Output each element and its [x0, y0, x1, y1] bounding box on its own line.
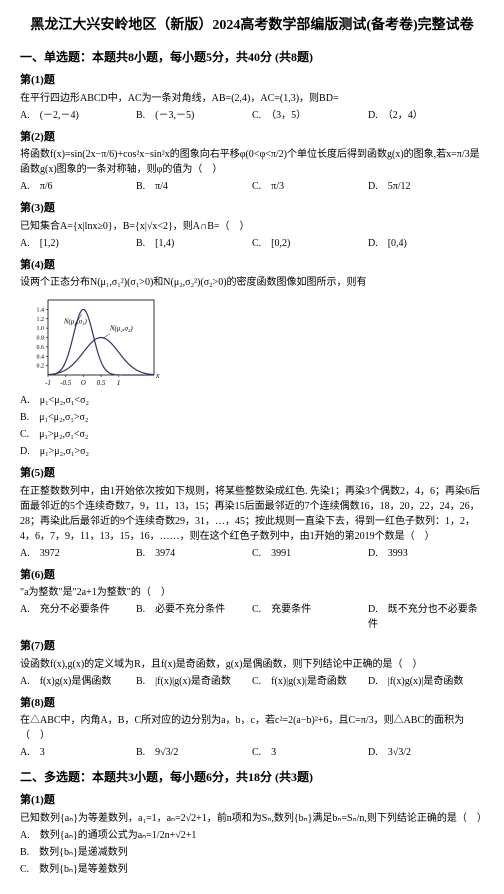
q6-opt-a: A. 充分不必要条件 — [20, 602, 136, 632]
q1-options: A. (－2,－4) B. (－3,－5) C. （3，5） D. （2，4） — [20, 108, 484, 123]
q2-text: 将函数f(x)=sin(2x−π/6)+cos²x−sin²x的图象向右平移φ(… — [20, 147, 484, 177]
q7-opt-b: B. |f(x)|g(x)是奇函数 — [136, 674, 252, 689]
q8-opt-b: B. 9√3/2 — [136, 745, 252, 760]
svg-text:1.4: 1.4 — [37, 307, 45, 313]
q8-opt-d: D. 3√3/2 — [368, 745, 484, 760]
q2-opt-b: B. π/4 — [136, 179, 252, 194]
q9-num: 第(1)题 — [20, 792, 484, 809]
q3-opt-a: A. [1,2) — [20, 236, 136, 251]
q2-opt-a: A. π/6 — [20, 179, 136, 194]
q2-options: A. π/6 B. π/4 C. π/3 D. 5π/12 — [20, 179, 484, 194]
svg-text:-1: -1 — [45, 379, 51, 387]
q1-opt-b: B. (－3,－5) — [136, 108, 252, 123]
q8-text: 在△ABC中，内角A，B，C所对应的边分别为a，b，c，若c²=2(a−b)²+… — [20, 713, 484, 743]
q4-chart: -1-0.5O0.510.20.40.60.81.01.21.4xN(μ₁,σ₁… — [20, 294, 484, 389]
q4-opt-a: A. μ₁<μ₂,σ₁<σ₂ — [20, 393, 484, 408]
q5-num: 第(5)题 — [20, 465, 484, 482]
svg-text:O: O — [81, 379, 86, 387]
q7-opt-a: A. f(x)g(x)是偶函数 — [20, 674, 136, 689]
q1-text: 在平行四边形ABCD中，AC为一条对角线，AB=(2,4)，AC=(1,3)，则… — [20, 91, 484, 106]
q7-opt-d: D. |f(x)g(x)|是奇函数 — [368, 674, 484, 689]
q3-text: 已知集合A={x|lnx≥0}，B={x|√x<2}，则A∩B=（ ） — [20, 219, 484, 234]
q1-opt-a: A. (－2,－4) — [20, 108, 136, 123]
q5-opt-c: C. 3991 — [252, 546, 368, 561]
svg-text:0.6: 0.6 — [37, 345, 45, 351]
q3-options: A. [1,2) B. [1,4) C. [0,2) D. [0,4) — [20, 236, 484, 251]
q4-text: 设两个正态分布N(μ₁,σ₁²)(σ₁>0)和N(μ₂,σ₂²)(σ₂>0)的密… — [20, 275, 484, 290]
q4-num: 第(4)题 — [20, 257, 484, 274]
q5-options: A. 3972 B. 3974 C. 3991 D. 3993 — [20, 546, 484, 561]
svg-text:0.2: 0.2 — [37, 364, 45, 370]
q6-opt-c: C. 充要条件 — [252, 602, 368, 632]
svg-text:1: 1 — [117, 379, 121, 387]
q1-opt-d: D. （2，4） — [368, 108, 484, 123]
q5-opt-b: B. 3974 — [136, 546, 252, 561]
q3-opt-b: B. [1,4) — [136, 236, 252, 251]
q9-opt-a: A. 数列{aₙ}的通项公式为aₙ=1/2n+√2+1 — [20, 828, 484, 843]
svg-text:-0.5: -0.5 — [60, 379, 72, 387]
q6-opt-d: D. 既不充分也不必要条件 — [368, 602, 484, 632]
q8-options: A. 3 B. 9√3/2 C. 3 D. 3√3/2 — [20, 745, 484, 760]
q6-opt-b: B. 必要不充分条件 — [136, 602, 252, 632]
exam-title: 黑龙江大兴安岭地区（新版）2024高考数学部编版测试(备考卷)完整试卷 — [20, 15, 484, 36]
q5-opt-a: A. 3972 — [20, 546, 136, 561]
q2-opt-d: D. 5π/12 — [368, 179, 484, 194]
section-2-heading: 二、多选题：本题共3小题，每小题6分，共18分 (共3题) — [20, 768, 484, 786]
q8-opt-a: A. 3 — [20, 745, 136, 760]
svg-text:1.0: 1.0 — [37, 326, 45, 332]
q4-opt-b: B. μ₁<μ₂,σ₁>σ₂ — [20, 410, 484, 425]
q9-text: 已知数列{aₙ}为等差数列，a₁=1，aₙ=2√2+1，前n项和为Sₙ,数列{b… — [20, 811, 484, 826]
q6-options: A. 充分不必要条件 B. 必要不充分条件 C. 充要条件 D. 既不充分也不必… — [20, 602, 484, 632]
q3-num: 第(3)题 — [20, 200, 484, 217]
q6-text: "a为整数"是"2a+1为整数"的（ ） — [20, 585, 484, 600]
q5-text: 在正整数数列中，由1开始依次按如下规则，将某些整数染成红色. 先染1；再染3个偶… — [20, 484, 484, 544]
q2-num: 第(2)题 — [20, 129, 484, 146]
q2-opt-c: C. π/3 — [252, 179, 368, 194]
svg-text:1.2: 1.2 — [37, 317, 45, 323]
q7-num: 第(7)题 — [20, 638, 484, 655]
q9-opt-b: B. 数列{bₙ}是递减数列 — [20, 845, 484, 860]
q8-num: 第(8)题 — [20, 695, 484, 712]
svg-text:0.5: 0.5 — [97, 379, 106, 387]
q4-opt-c: C. μ₁>μ₂,σ₁<σ₂ — [20, 427, 484, 442]
q9-opt-c: C. 数列{bₙ}是等差数列 — [20, 862, 484, 877]
q3-opt-c: C. [0,2) — [252, 236, 368, 251]
q1-opt-c: C. （3，5） — [252, 108, 368, 123]
q7-options: A. f(x)g(x)是偶函数 B. |f(x)|g(x)是奇函数 C. f(x… — [20, 674, 484, 689]
q8-opt-c: C. 3 — [252, 745, 368, 760]
svg-text:N(μ₂,σ₂): N(μ₂,σ₂) — [109, 324, 134, 332]
q5-opt-d: D. 3993 — [368, 546, 484, 561]
svg-text:x: x — [155, 371, 160, 380]
q3-opt-d: D. [0,4) — [368, 236, 484, 251]
svg-text:0.8: 0.8 — [37, 336, 45, 342]
q7-text: 设函数f(x),g(x)的定义域为R，且f(x)是奇函数，g(x)是偶函数，则下… — [20, 657, 484, 672]
q4-opt-d: D. μ₁>μ₂,σ₁>σ₂ — [20, 444, 484, 459]
q6-num: 第(6)题 — [20, 567, 484, 584]
q7-opt-c: C. f(x)|g(x)|是奇函数 — [252, 674, 368, 689]
section-1-heading: 一、单选题：本题共8小题，每小题5分，共40分 (共8题) — [20, 48, 484, 66]
q1-num: 第(1)题 — [20, 72, 484, 89]
svg-text:0.4: 0.4 — [37, 354, 45, 360]
